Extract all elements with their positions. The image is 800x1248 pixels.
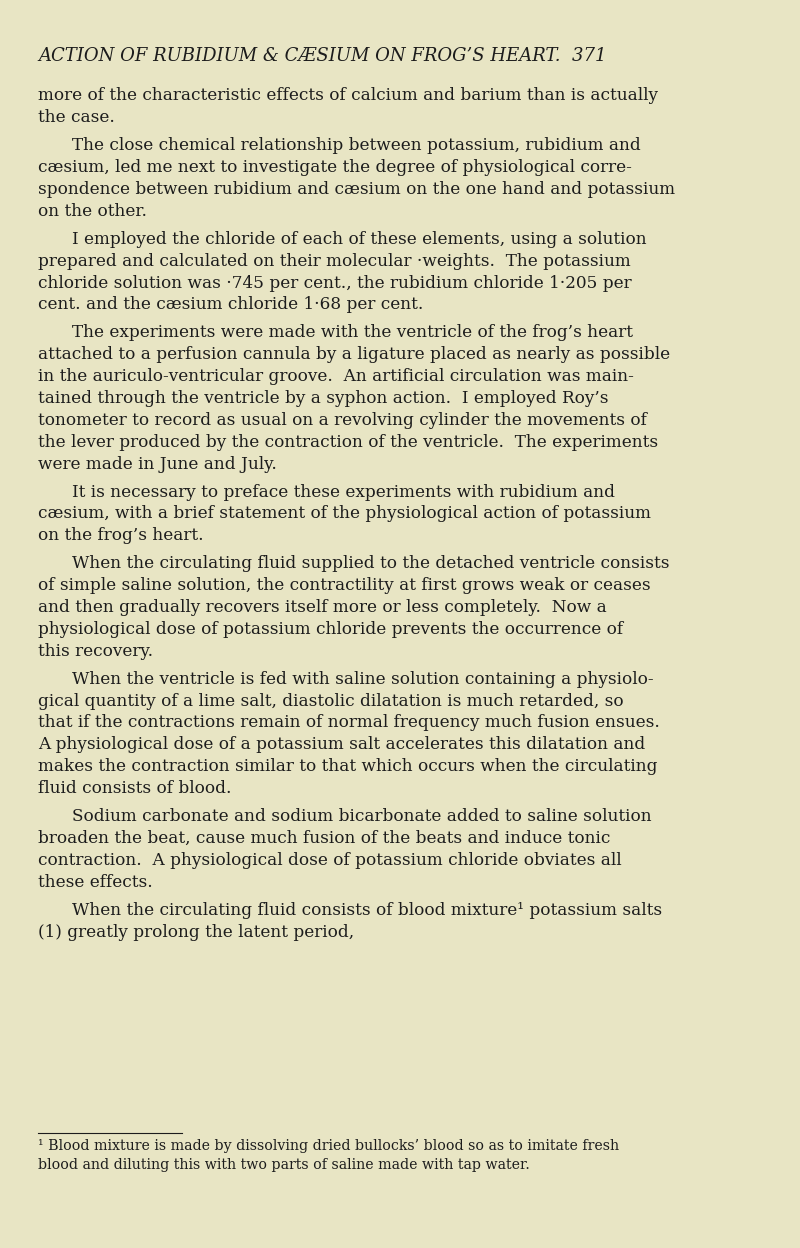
Text: physiological dose of potassium chloride prevents the occurrence of: physiological dose of potassium chloride… (38, 620, 623, 638)
Text: broaden the beat, cause much fusion of the beats and induce tonic: broaden the beat, cause much fusion of t… (38, 830, 610, 847)
Text: cent. and the cæsium chloride 1·68 per cent.: cent. and the cæsium chloride 1·68 per c… (38, 296, 424, 313)
Text: fluid consists of blood.: fluid consists of blood. (38, 780, 232, 797)
Text: cæsium, led me next to investigate the degree of physiological corre-: cæsium, led me next to investigate the d… (38, 158, 632, 176)
Text: the case.: the case. (38, 109, 115, 126)
Text: and then gradually recovers itself more or less completely.  Now a: and then gradually recovers itself more … (38, 599, 607, 617)
Text: The experiments were made with the ventricle of the frog’s heart: The experiments were made with the ventr… (72, 324, 633, 342)
Text: I employed the chloride of each of these elements, using a solution: I employed the chloride of each of these… (72, 231, 646, 248)
Text: attached to a perfusion cannula by a ligature placed as nearly as possible: attached to a perfusion cannula by a lig… (38, 346, 670, 363)
Text: makes the contraction similar to that which occurs when the circulating: makes the contraction similar to that wh… (38, 758, 658, 775)
Text: these effects.: these effects. (38, 874, 153, 891)
Text: this recovery.: this recovery. (38, 643, 154, 660)
Text: gical quantity of a lime salt, diastolic dilatation is much retarded, so: gical quantity of a lime salt, diastolic… (38, 693, 624, 710)
Text: of simple saline solution, the contractility at first grows weak or ceases: of simple saline solution, the contracti… (38, 577, 651, 594)
Text: contraction.  A physiological dose of potassium chloride obviates all: contraction. A physiological dose of pot… (38, 851, 622, 869)
Text: in the auriculo-ventricular groove.  An artificial circulation was main-: in the auriculo-ventricular groove. An a… (38, 368, 634, 386)
Text: tonometer to record as usual on a revolving cylinder the movements of: tonometer to record as usual on a revolv… (38, 412, 647, 429)
Text: cæsium, with a brief statement of the physiological action of potassium: cæsium, with a brief statement of the ph… (38, 505, 651, 523)
Text: prepared and calculated on their molecular ·weights.  The potassium: prepared and calculated on their molecul… (38, 252, 631, 270)
Text: tained through the ventricle by a syphon action.  I employed Roy’s: tained through the ventricle by a syphon… (38, 389, 609, 407)
Text: on the other.: on the other. (38, 202, 147, 220)
Text: more of the characteristic effects of calcium and barium than is actually: more of the characteristic effects of ca… (38, 87, 658, 105)
Text: It is necessary to preface these experiments with rubidium and: It is necessary to preface these experim… (72, 483, 615, 500)
Text: the lever produced by the contraction of the ventricle.  The experiments: the lever produced by the contraction of… (38, 433, 658, 451)
Text: When the ventricle is fed with saline solution containing a physiolo-: When the ventricle is fed with saline so… (72, 670, 654, 688)
Text: Sodium carbonate and sodium bicarbonate added to saline solution: Sodium carbonate and sodium bicarbonate … (72, 807, 652, 825)
Text: A physiological dose of a potassium salt accelerates this dilatation and: A physiological dose of a potassium salt… (38, 736, 646, 754)
Text: spondence between rubidium and cæsium on the one hand and potassium: spondence between rubidium and cæsium on… (38, 181, 675, 198)
Text: that if the contractions remain of normal frequency much fusion ensues.: that if the contractions remain of norma… (38, 714, 660, 731)
Text: ACTION OF RUBIDIUM & CÆSIUM ON FROG’S HEART.  371: ACTION OF RUBIDIUM & CÆSIUM ON FROG’S HE… (38, 47, 607, 65)
Text: When the circulating fluid supplied to the detached ventricle consists: When the circulating fluid supplied to t… (72, 555, 670, 573)
Text: ¹ Blood mixture is made by dissolving dried bullocks’ blood so as to imitate fre: ¹ Blood mixture is made by dissolving dr… (38, 1139, 619, 1153)
Text: chloride solution was ·745 per cent., the rubidium chloride 1·205 per: chloride solution was ·745 per cent., th… (38, 275, 632, 292)
Text: (1) greatly prolong the latent period,: (1) greatly prolong the latent period, (38, 924, 354, 941)
Text: were made in June and July.: were made in June and July. (38, 456, 278, 473)
Text: The close chemical relationship between potassium, rubidium and: The close chemical relationship between … (72, 137, 641, 155)
Text: on the frog’s heart.: on the frog’s heart. (38, 527, 204, 544)
Text: blood and diluting this with two parts of saline made with tap water.: blood and diluting this with two parts o… (38, 1158, 530, 1172)
Text: When the circulating fluid consists of blood mixture¹ potassium salts: When the circulating fluid consists of b… (72, 901, 662, 919)
